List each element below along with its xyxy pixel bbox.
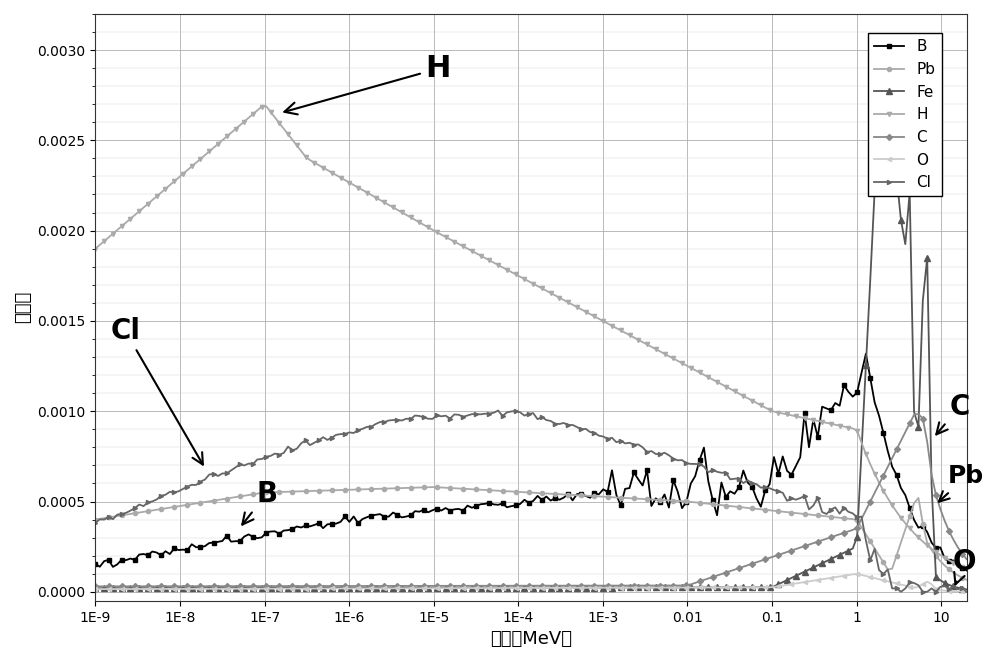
Cl xyxy=(142,498,154,506)
Text: H: H xyxy=(284,54,451,115)
Cl xyxy=(891,585,903,592)
C xyxy=(921,438,933,446)
Fe xyxy=(251,584,263,592)
Fe xyxy=(921,254,933,261)
C xyxy=(321,582,333,590)
Cl xyxy=(895,588,907,596)
Y-axis label: 响应值: 响应值 xyxy=(14,291,32,324)
C xyxy=(912,410,924,418)
H xyxy=(891,508,903,516)
Pb xyxy=(891,551,903,559)
H xyxy=(251,107,263,115)
O xyxy=(321,585,333,592)
O xyxy=(961,587,973,595)
Fe xyxy=(882,85,894,93)
B xyxy=(89,560,101,568)
C xyxy=(886,454,898,462)
B xyxy=(891,471,903,479)
O xyxy=(851,570,863,578)
Cl xyxy=(961,588,973,596)
Line: Cl: Cl xyxy=(93,408,969,594)
H xyxy=(961,565,973,573)
O xyxy=(921,578,933,586)
Text: Cl: Cl xyxy=(110,317,203,465)
C xyxy=(89,583,101,591)
Cl xyxy=(492,406,504,414)
Text: Fe: Fe xyxy=(878,63,918,118)
Text: O: O xyxy=(952,548,976,585)
B xyxy=(860,350,872,357)
Fe xyxy=(124,584,136,592)
Fe xyxy=(891,172,903,180)
Fe xyxy=(142,584,154,592)
O xyxy=(142,585,154,593)
H xyxy=(260,102,272,110)
O xyxy=(89,585,101,593)
Pb xyxy=(961,576,973,584)
Pb xyxy=(251,490,263,498)
Pb xyxy=(321,487,333,495)
O xyxy=(124,585,136,593)
H xyxy=(326,169,338,177)
Fe xyxy=(321,584,333,592)
Line: O: O xyxy=(93,572,969,594)
O xyxy=(891,579,903,587)
B xyxy=(142,551,154,559)
Pb xyxy=(124,510,136,518)
Line: B: B xyxy=(93,352,969,573)
Text: B: B xyxy=(242,479,278,524)
Legend: B, Pb, Fe, H, C, O, Cl: B, Pb, Fe, H, C, O, Cl xyxy=(868,33,942,197)
Text: C: C xyxy=(936,393,970,434)
Line: Pb: Pb xyxy=(93,485,969,582)
Line: C: C xyxy=(93,412,969,589)
H xyxy=(142,200,154,208)
B xyxy=(961,567,973,575)
C xyxy=(251,582,263,590)
Text: Pb: Pb xyxy=(939,465,984,502)
Line: H: H xyxy=(93,104,969,571)
B xyxy=(921,528,933,536)
Fe xyxy=(961,585,973,593)
H xyxy=(921,542,933,549)
C xyxy=(961,555,973,563)
Pb xyxy=(921,539,933,547)
X-axis label: 能量（MeV）: 能量（MeV） xyxy=(490,630,572,648)
Pb xyxy=(142,507,154,515)
B xyxy=(124,555,136,563)
Cl xyxy=(89,519,101,527)
C xyxy=(142,583,154,591)
O xyxy=(251,585,263,592)
Cl xyxy=(251,455,263,463)
Pb xyxy=(427,483,439,491)
B xyxy=(251,534,263,542)
Fe xyxy=(89,585,101,592)
Cl xyxy=(321,436,333,444)
B xyxy=(321,520,333,528)
Cl xyxy=(124,506,136,514)
Line: Fe: Fe xyxy=(93,86,969,592)
C xyxy=(124,583,136,591)
H xyxy=(124,214,136,222)
Cl xyxy=(926,585,938,592)
H xyxy=(89,245,101,253)
Pb xyxy=(89,516,101,524)
